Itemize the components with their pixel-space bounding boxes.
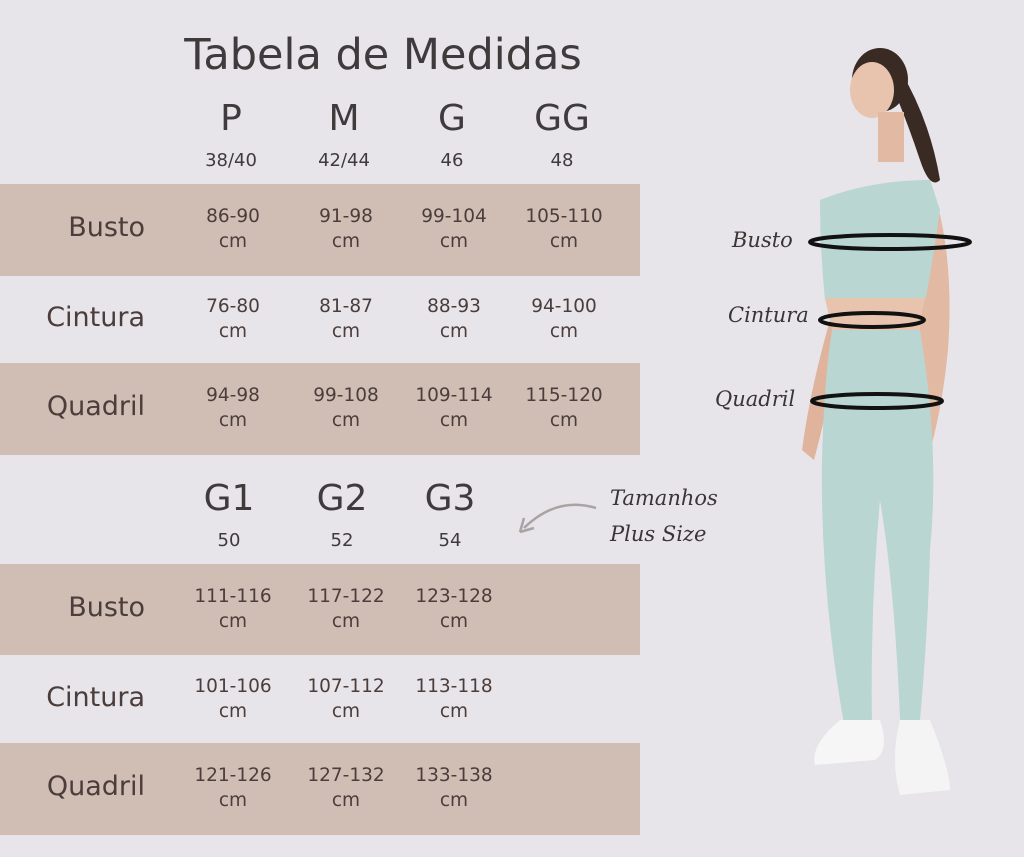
size-number: 38/40 <box>205 150 257 171</box>
size-label: G3 <box>424 478 476 519</box>
measurement-unit: cm <box>549 321 579 342</box>
measurement-cell: 88-93 cm <box>389 294 519 344</box>
measurement-cell: 81-87 cm <box>281 294 411 344</box>
size-label: P <box>220 98 242 139</box>
measurement-unit: cm <box>331 610 361 632</box>
size-number: 42/44 <box>318 150 370 171</box>
row-band <box>0 564 640 655</box>
row-band <box>0 743 640 835</box>
measurement-value: 101-106 <box>194 675 272 697</box>
measurement-unit: cm <box>218 321 248 342</box>
size-number: 52 <box>330 530 354 551</box>
measurement-unit: cm <box>439 790 469 811</box>
row-label: Cintura <box>46 302 145 333</box>
figure-label-quadril: Quadril <box>715 387 796 411</box>
size-label: G <box>438 98 466 139</box>
measurement-unit: cm <box>439 231 469 252</box>
measurement-unit: cm <box>218 410 248 431</box>
measurement-value: 127-132 <box>307 765 385 786</box>
measurement-unit: cm <box>549 231 579 252</box>
measurement-unit: cm <box>218 231 248 252</box>
curved-arrow-left-icon <box>518 503 597 534</box>
measurement-cell: 111-116 cm <box>168 584 298 634</box>
measurement-cell: 94-98 cm <box>168 383 298 433</box>
measurement-cell: 94-100 cm <box>499 294 629 344</box>
measurement-cell: 133-138 cm <box>389 763 519 813</box>
size-number: 48 <box>550 150 574 171</box>
measurement-value: 121-126 <box>194 765 272 786</box>
size-label: GG <box>534 98 590 139</box>
measurement-unit: cm <box>439 700 469 722</box>
measurement-unit: cm <box>549 410 579 431</box>
measurement-cell: 101-106 cm <box>168 674 298 724</box>
figure-label-cintura: Cintura <box>728 303 809 327</box>
figure-label-busto: Busto <box>732 228 793 252</box>
quadril-ring <box>810 392 944 410</box>
measurement-value: 91-98 <box>319 206 373 227</box>
size-number: 46 <box>440 150 464 171</box>
measurement-cell: 86-90 cm <box>168 204 298 254</box>
page-title: Tabela de Medidas <box>184 30 582 80</box>
measurement-value: 113-118 <box>415 675 493 697</box>
measurement-cell: 117-122 cm <box>281 584 411 634</box>
measurement-cell: 99-108 cm <box>281 383 411 433</box>
measurement-cell: 76-80 cm <box>168 294 298 344</box>
measurement-cell: 115-120 cm <box>499 383 629 433</box>
measurement-unit: cm <box>218 700 248 722</box>
measurement-cell: 123-128 cm <box>389 584 519 634</box>
measurement-cell: 121-126 cm <box>168 763 298 813</box>
measurement-unit: cm <box>439 610 469 632</box>
measurement-unit: cm <box>439 410 469 431</box>
measurement-value: 81-87 <box>319 296 373 317</box>
measurement-cell: 105-110 cm <box>499 204 629 254</box>
measurement-value: 76-80 <box>206 296 260 317</box>
measurement-value: 99-108 <box>313 385 379 406</box>
measurement-cell: 107-112 cm <box>281 674 411 724</box>
row-label: Busto <box>68 212 145 243</box>
measurement-cell: 109-114 cm <box>389 383 519 433</box>
measurement-value: 86-90 <box>206 206 260 227</box>
row-label: Quadril <box>46 391 145 422</box>
measurement-cell: 113-118 cm <box>389 674 519 724</box>
model-figure <box>802 48 972 795</box>
measurement-unit: cm <box>331 410 361 431</box>
row-label: Quadril <box>46 771 145 802</box>
measurement-unit: cm <box>331 700 361 722</box>
size-label: G2 <box>316 478 368 519</box>
measurement-cell: 99-104 cm <box>389 204 519 254</box>
measurement-value: 94-98 <box>206 385 260 406</box>
measurement-cell: 127-132 cm <box>281 763 411 813</box>
measurement-value: 109-114 <box>415 385 493 406</box>
measurement-unit: cm <box>439 321 469 342</box>
measurement-unit: cm <box>331 790 361 811</box>
row-label: Busto <box>68 591 145 623</box>
measurement-value: 99-104 <box>421 206 487 227</box>
measurement-value: 123-128 <box>415 585 493 607</box>
measurement-cell: 91-98 cm <box>281 204 411 254</box>
measurement-value: 88-93 <box>427 296 481 317</box>
size-number: 50 <box>217 530 241 551</box>
size-label: M <box>328 98 360 139</box>
size-number: 54 <box>438 530 462 551</box>
measurement-value: 111-116 <box>194 585 272 607</box>
measurement-unit: cm <box>218 610 248 632</box>
row-label: Cintura <box>46 681 145 713</box>
size-label: G1 <box>203 478 255 519</box>
measurement-value: 117-122 <box>307 585 385 607</box>
measurement-unit: cm <box>331 231 361 252</box>
measurement-value: 115-120 <box>525 385 603 406</box>
row-band <box>0 363 640 455</box>
measurement-value: 107-112 <box>307 675 385 697</box>
measurement-unit: cm <box>331 321 361 342</box>
row-band <box>0 184 640 276</box>
plus-size-note-line2: Plus Size <box>610 522 707 546</box>
plus-size-note-line1: Tamanhos <box>610 486 718 510</box>
busto-ring <box>808 233 972 251</box>
cintura-ring <box>818 311 926 329</box>
measurement-value: 105-110 <box>525 206 603 227</box>
measurement-value: 133-138 <box>415 765 493 786</box>
measurement-value: 94-100 <box>531 296 597 317</box>
measurement-unit: cm <box>218 790 248 811</box>
